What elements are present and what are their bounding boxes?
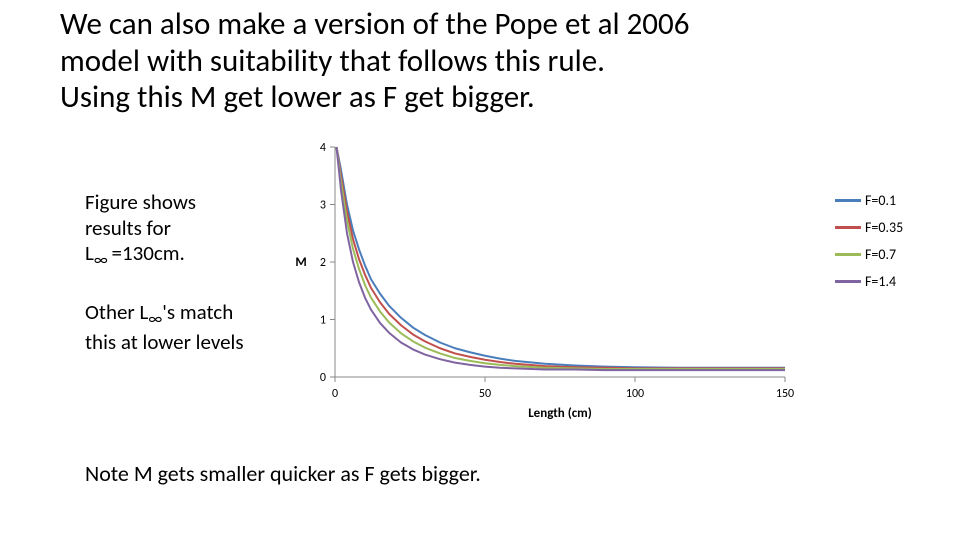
svg-text:50: 50 bbox=[479, 387, 491, 401]
title-line-2: model with suitability that follows this… bbox=[60, 42, 605, 80]
caption2-l1-pre: Other L bbox=[85, 299, 148, 325]
legend-swatch bbox=[835, 253, 861, 256]
legend-label: F=0.1 bbox=[865, 192, 896, 209]
legend-item: F=0.1 bbox=[835, 192, 903, 208]
legend-item: F=1.4 bbox=[835, 273, 903, 289]
svg-text:0: 0 bbox=[332, 387, 338, 401]
caption-l1: Figure shows bbox=[85, 189, 196, 215]
svg-text:M: M bbox=[295, 255, 306, 270]
title-line-1: We can also make a version of the Pope e… bbox=[60, 5, 689, 43]
slide: We can also make a version of the Pope e… bbox=[0, 0, 960, 540]
legend-swatch bbox=[835, 280, 861, 283]
caption2-l1-sub: ∞ bbox=[148, 309, 162, 329]
caption-l3-sub: ∞ bbox=[94, 250, 112, 270]
svg-text:1: 1 bbox=[320, 314, 326, 328]
chart-legend: F=0.1 F=0.35 F=0.7 F=1.4 bbox=[835, 192, 903, 300]
chart-svg: 0 1 2 3 4 0 50 100 150 Length (cm) M bbox=[280, 132, 820, 432]
svg-text:2: 2 bbox=[320, 256, 326, 270]
caption2-l1-post: 's match bbox=[162, 299, 233, 325]
slide-title: We can also make a version of the Pope e… bbox=[60, 6, 900, 116]
figure-caption: Figure shows results for L∞ =130cm. bbox=[85, 190, 295, 271]
svg-text:100: 100 bbox=[626, 387, 644, 401]
legend-swatch bbox=[835, 199, 861, 202]
caption-l2: results for bbox=[85, 215, 171, 241]
svg-text:150: 150 bbox=[776, 387, 794, 401]
legend-swatch bbox=[835, 226, 861, 229]
svg-text:3: 3 bbox=[320, 199, 326, 213]
legend-label: F=0.35 bbox=[865, 219, 903, 236]
svg-text:Length (cm): Length (cm) bbox=[528, 406, 592, 421]
caption-l3-pre: L bbox=[85, 240, 94, 266]
caption2-l2: this at lower levels bbox=[85, 329, 244, 355]
legend-item: F=0.35 bbox=[835, 219, 903, 235]
legend-label: F=1.4 bbox=[865, 273, 896, 290]
footnote: Note M gets smaller quicker as F gets bi… bbox=[85, 460, 481, 487]
legend-item: F=0.7 bbox=[835, 246, 903, 262]
legend-label: F=0.7 bbox=[865, 246, 896, 263]
m-vs-length-chart: 0 1 2 3 4 0 50 100 150 Length (cm) M bbox=[280, 132, 920, 432]
svg-text:4: 4 bbox=[320, 141, 326, 155]
title-line-3: Using this M get lower as F get bigger. bbox=[60, 78, 535, 116]
svg-text:0: 0 bbox=[320, 371, 326, 385]
caption-l3-post: =130cm. bbox=[112, 240, 185, 266]
